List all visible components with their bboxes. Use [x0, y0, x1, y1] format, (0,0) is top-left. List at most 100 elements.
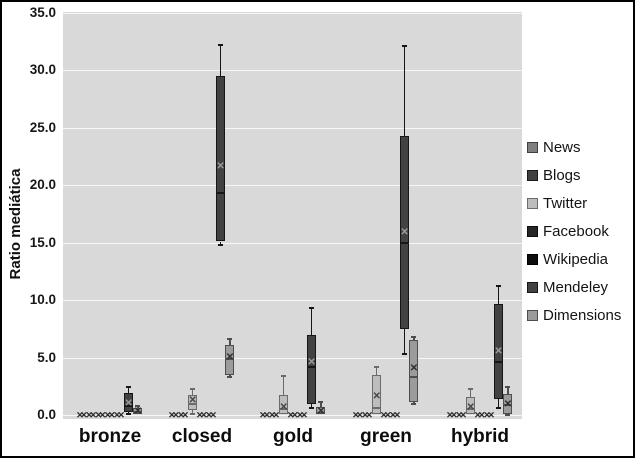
box-twitter-green [372, 374, 382, 414]
y-tick-label: 30.0 [29, 62, 56, 77]
zero-marker-blogs-bronze: ✕✕ [85, 410, 97, 420]
mean-marker-twitter-green: ✕ [372, 390, 381, 402]
plot-area: ✕✕ ✕✕ ✕✕ ✕✕ ✕✕ ✕✕ ✕✕ ✕✕ ✕✕ ✕✕ ✕✕ ✕ ✕ ✕ ✕ ✕✕ ✕✕ ✕✕ ✕✕ ✕✕ ✕✕ ✕✕… [63, 12, 522, 420]
legend-swatch-icon [527, 141, 538, 153]
whisker-cap-lo-mendeley-hybrid [496, 407, 502, 410]
mean-marker-mendeley-bronze: ✕ [124, 397, 133, 409]
gridline-35.0 [63, 13, 522, 14]
whisker-upper-dimensions-hybrid [507, 387, 509, 395]
whisker-cap-dimensions-green [411, 335, 417, 338]
gridline-20.0 [63, 185, 522, 186]
y-tick-label: 10.0 [29, 292, 56, 307]
legend-label: Dimensions [543, 306, 622, 324]
median-dimensions-green [409, 376, 419, 379]
legend-swatch-icon [527, 225, 538, 237]
y-axis-title: Ratio mediática [7, 168, 24, 280]
zero-marker-blogs-hybrid: ✕✕ [455, 410, 467, 420]
legend-item-blogs: Blogs [527, 161, 633, 189]
whisker-lower-dimensions-closed [229, 374, 231, 378]
zero-marker-wikipedia-green: ✕✕ [389, 410, 401, 420]
x-label-green: green [360, 426, 412, 447]
mean-marker-twitter-hybrid: ✕ [466, 402, 475, 414]
zero-marker-facebook-closed: ✕✕ [196, 410, 208, 420]
zero-marker-blogs-green: ✕✕ [361, 410, 373, 420]
zero-marker-facebook-hybrid: ✕✕ [474, 410, 486, 420]
legend-swatch-icon [527, 169, 538, 181]
whisker-lower-mendeley-gold [310, 403, 313, 409]
box-dimensions-closed [225, 344, 235, 375]
box-mendeley-closed [216, 76, 226, 242]
legend-swatch-icon [527, 281, 538, 293]
mean-marker-twitter-gold: ✕ [279, 402, 288, 414]
legend-label: News [543, 138, 581, 156]
x-label-gold: gold [272, 426, 314, 447]
whisker-lower-mendeley-closed [219, 241, 222, 245]
legend-label: Facebook [543, 222, 609, 240]
box-dimensions-green [409, 340, 419, 403]
whisker-upper-dimensions-closed [229, 339, 231, 345]
x-label-closed: closed [171, 426, 233, 447]
zero-marker-news-bronze: ✕✕ [76, 410, 88, 420]
y-tick-label: 0.0 [37, 407, 56, 422]
gridline-10.0 [63, 300, 522, 301]
zero-marker-wikipedia-gold: ✕✕ [296, 410, 308, 420]
median-dimensions-closed [225, 357, 235, 360]
x-label-bronze: bronze [78, 426, 142, 447]
box-mendeley-gold [307, 334, 317, 404]
whisker-upper-mendeley-bronze [127, 387, 130, 394]
y-tick-label: 20.0 [29, 177, 56, 192]
median-twitter-gold [279, 408, 289, 411]
median-twitter-hybrid [466, 408, 476, 411]
mean-marker-mendeley-closed: ✕ [216, 160, 225, 172]
whisker-cap-lo-dimensions-green [411, 403, 417, 406]
legend-item-facebook: Facebook [527, 217, 633, 245]
gridline-5.0 [63, 358, 522, 359]
whisker-cap-dimensions-gold [318, 401, 324, 404]
y-tick-label: 15.0 [29, 235, 56, 250]
gridline-30.0 [63, 70, 522, 71]
whisker-cap-lo-dimensions-hybrid [505, 414, 511, 416]
legend-item-mendeley: Mendeley [527, 273, 633, 301]
mean-marker-dimensions-closed: ✕ [225, 351, 235, 363]
whisker-upper-mendeley-green [403, 46, 406, 136]
whisker-cap-mendeley-green [402, 45, 408, 48]
legend-label: Twitter [543, 194, 588, 212]
legend-swatch-icon [527, 309, 538, 321]
whisker-cap-mendeley-gold [309, 307, 315, 310]
whisker-upper-mendeley-gold [310, 308, 313, 335]
zero-marker-wikipedia-hybrid: ✕✕ [483, 410, 495, 420]
whisker-upper-twitter-gold [282, 375, 285, 396]
median-mendeley-closed [216, 192, 226, 195]
mean-marker-mendeley-hybrid: ✕ [494, 345, 503, 357]
legend-swatch-icon [527, 253, 538, 265]
legend-label: Wikipedia [543, 250, 609, 268]
whisker-upper-twitter-green [375, 366, 378, 375]
legend-swatch-icon [527, 197, 538, 209]
whisker-cap-lo-twitter-closed [190, 412, 196, 415]
whisker-cap-lo-dimensions-closed [227, 376, 233, 379]
whisker-lower-mendeley-bronze [127, 411, 130, 415]
gridline-0.0 [63, 415, 522, 416]
mean-marker-dimensions-green: ✕ [409, 363, 419, 375]
box-mendeley-bronze [124, 393, 134, 412]
legend-label: Mendeley [543, 278, 609, 296]
whisker-cap-mendeley-hybrid [496, 285, 502, 288]
median-mendeley-hybrid [494, 361, 504, 364]
box-twitter-gold [279, 395, 289, 414]
mean-marker-mendeley-green: ✕ [400, 227, 409, 239]
whisker-cap-dimensions-bronze [135, 404, 141, 407]
y-tick-label: 35.0 [29, 5, 56, 20]
whisker-lower-twitter-closed [191, 410, 194, 414]
box-dimensions-gold [316, 406, 326, 415]
y-tick-label: 5.0 [37, 350, 56, 365]
zero-marker-twitter-bronze: ✕✕ [94, 410, 107, 420]
whisker-cap-mendeley-closed [218, 44, 224, 47]
whisker-upper-twitter-closed [191, 388, 194, 396]
gridline-25.0 [63, 128, 522, 129]
mean-marker-mendeley-gold: ✕ [307, 357, 316, 369]
whisker-lower-mendeley-green [403, 328, 406, 355]
whisker-upper-twitter-hybrid [469, 388, 472, 397]
whisker-upper-dimensions-gold [320, 402, 322, 407]
zero-marker-blogs-closed: ✕✕ [177, 410, 189, 420]
